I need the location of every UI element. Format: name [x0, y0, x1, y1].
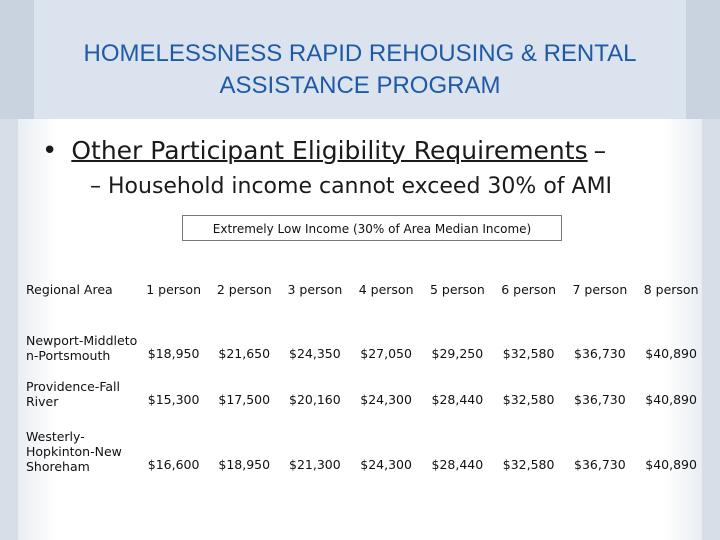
right-side-shade — [702, 0, 720, 540]
table-cell: $21,300 — [289, 457, 341, 472]
table-cell: $28,440 — [431, 457, 484, 472]
table-cell: $32,580 — [502, 457, 555, 472]
table-cell: $36,730 — [574, 392, 626, 407]
table-cell: $29,250 — [431, 346, 484, 361]
table-cell: $40,890 — [645, 392, 697, 407]
table-cell: $15,300 — [147, 392, 200, 407]
header-8-person: 8 person — [643, 282, 699, 297]
sub-bullet: – Household income cannot exceed 30% of … — [90, 174, 613, 199]
row-area-label: Westerly-Hopkinton-New Shoreham — [26, 429, 122, 474]
table-cell: $18,950 — [218, 457, 271, 472]
table-cell: $21,650 — [218, 346, 271, 361]
header-3-person: 3 person — [287, 282, 343, 297]
main-bullet: • Other Participant Eligibility Requirem… — [42, 136, 692, 166]
table-cell: $40,890 — [645, 457, 697, 472]
table-cell: $18,950 — [147, 346, 200, 361]
bullet-tail-text: – — [593, 136, 607, 165]
header-panel — [34, 0, 686, 119]
header-7-person: 7 person — [572, 282, 628, 297]
table-cell: $17,500 — [218, 392, 271, 407]
table-cell: $32,580 — [502, 346, 555, 361]
row-area-label: Providence-Fall River — [26, 379, 120, 409]
header-2-person: 2 person — [216, 282, 272, 297]
bullet-main-text: Other Participant Eligibility Requiremen… — [71, 136, 588, 165]
header-6-person: 6 person — [501, 282, 557, 297]
table-cell: $27,050 — [360, 346, 412, 361]
table-cell: $32,580 — [502, 392, 555, 407]
header-band — [0, 0, 720, 119]
table-cell: $24,350 — [289, 346, 341, 361]
table-cell: $28,440 — [431, 392, 484, 407]
table-row: Providence-Fall River $15,300 $17,500 $2… — [20, 367, 708, 413]
table-cell: $16,600 — [147, 457, 200, 472]
table-cell: $36,730 — [574, 457, 626, 472]
table-cell: $36,730 — [574, 346, 626, 361]
table-cell: $40,890 — [645, 346, 697, 361]
bullet-dot-icon: • — [42, 136, 58, 166]
header-1-person: 1 person — [146, 282, 202, 297]
row-area-label: Newport-Middleton-Portsmouth — [26, 333, 138, 363]
table-cell: $24,300 — [360, 392, 412, 407]
table-cell: $20,160 — [289, 392, 341, 407]
slide-title: HOMELESSNESS RAPID REHOUSING & RENTAL AS… — [83, 40, 637, 99]
table-row: Westerly-Hopkinton-New Shoreham $16,600 … — [20, 413, 708, 478]
left-side-shade — [0, 0, 18, 540]
header-4-person: 4 person — [358, 282, 414, 297]
table-cell: $24,300 — [360, 457, 412, 472]
table-caption: Extremely Low Income (30% of Area Median… — [182, 215, 562, 241]
table-grid: Regional Area 1 person 2 person 3 person… — [20, 241, 708, 478]
header-regional-area: Regional Area — [26, 282, 113, 297]
header-5-person: 5 person — [429, 282, 485, 297]
income-table: Extremely Low Income (30% of Area Median… — [20, 215, 708, 474]
table-header-row: Regional Area 1 person 2 person 3 person… — [20, 241, 708, 301]
table-row: Newport-Middleton-Portsmouth $18,950 $21… — [20, 301, 708, 367]
